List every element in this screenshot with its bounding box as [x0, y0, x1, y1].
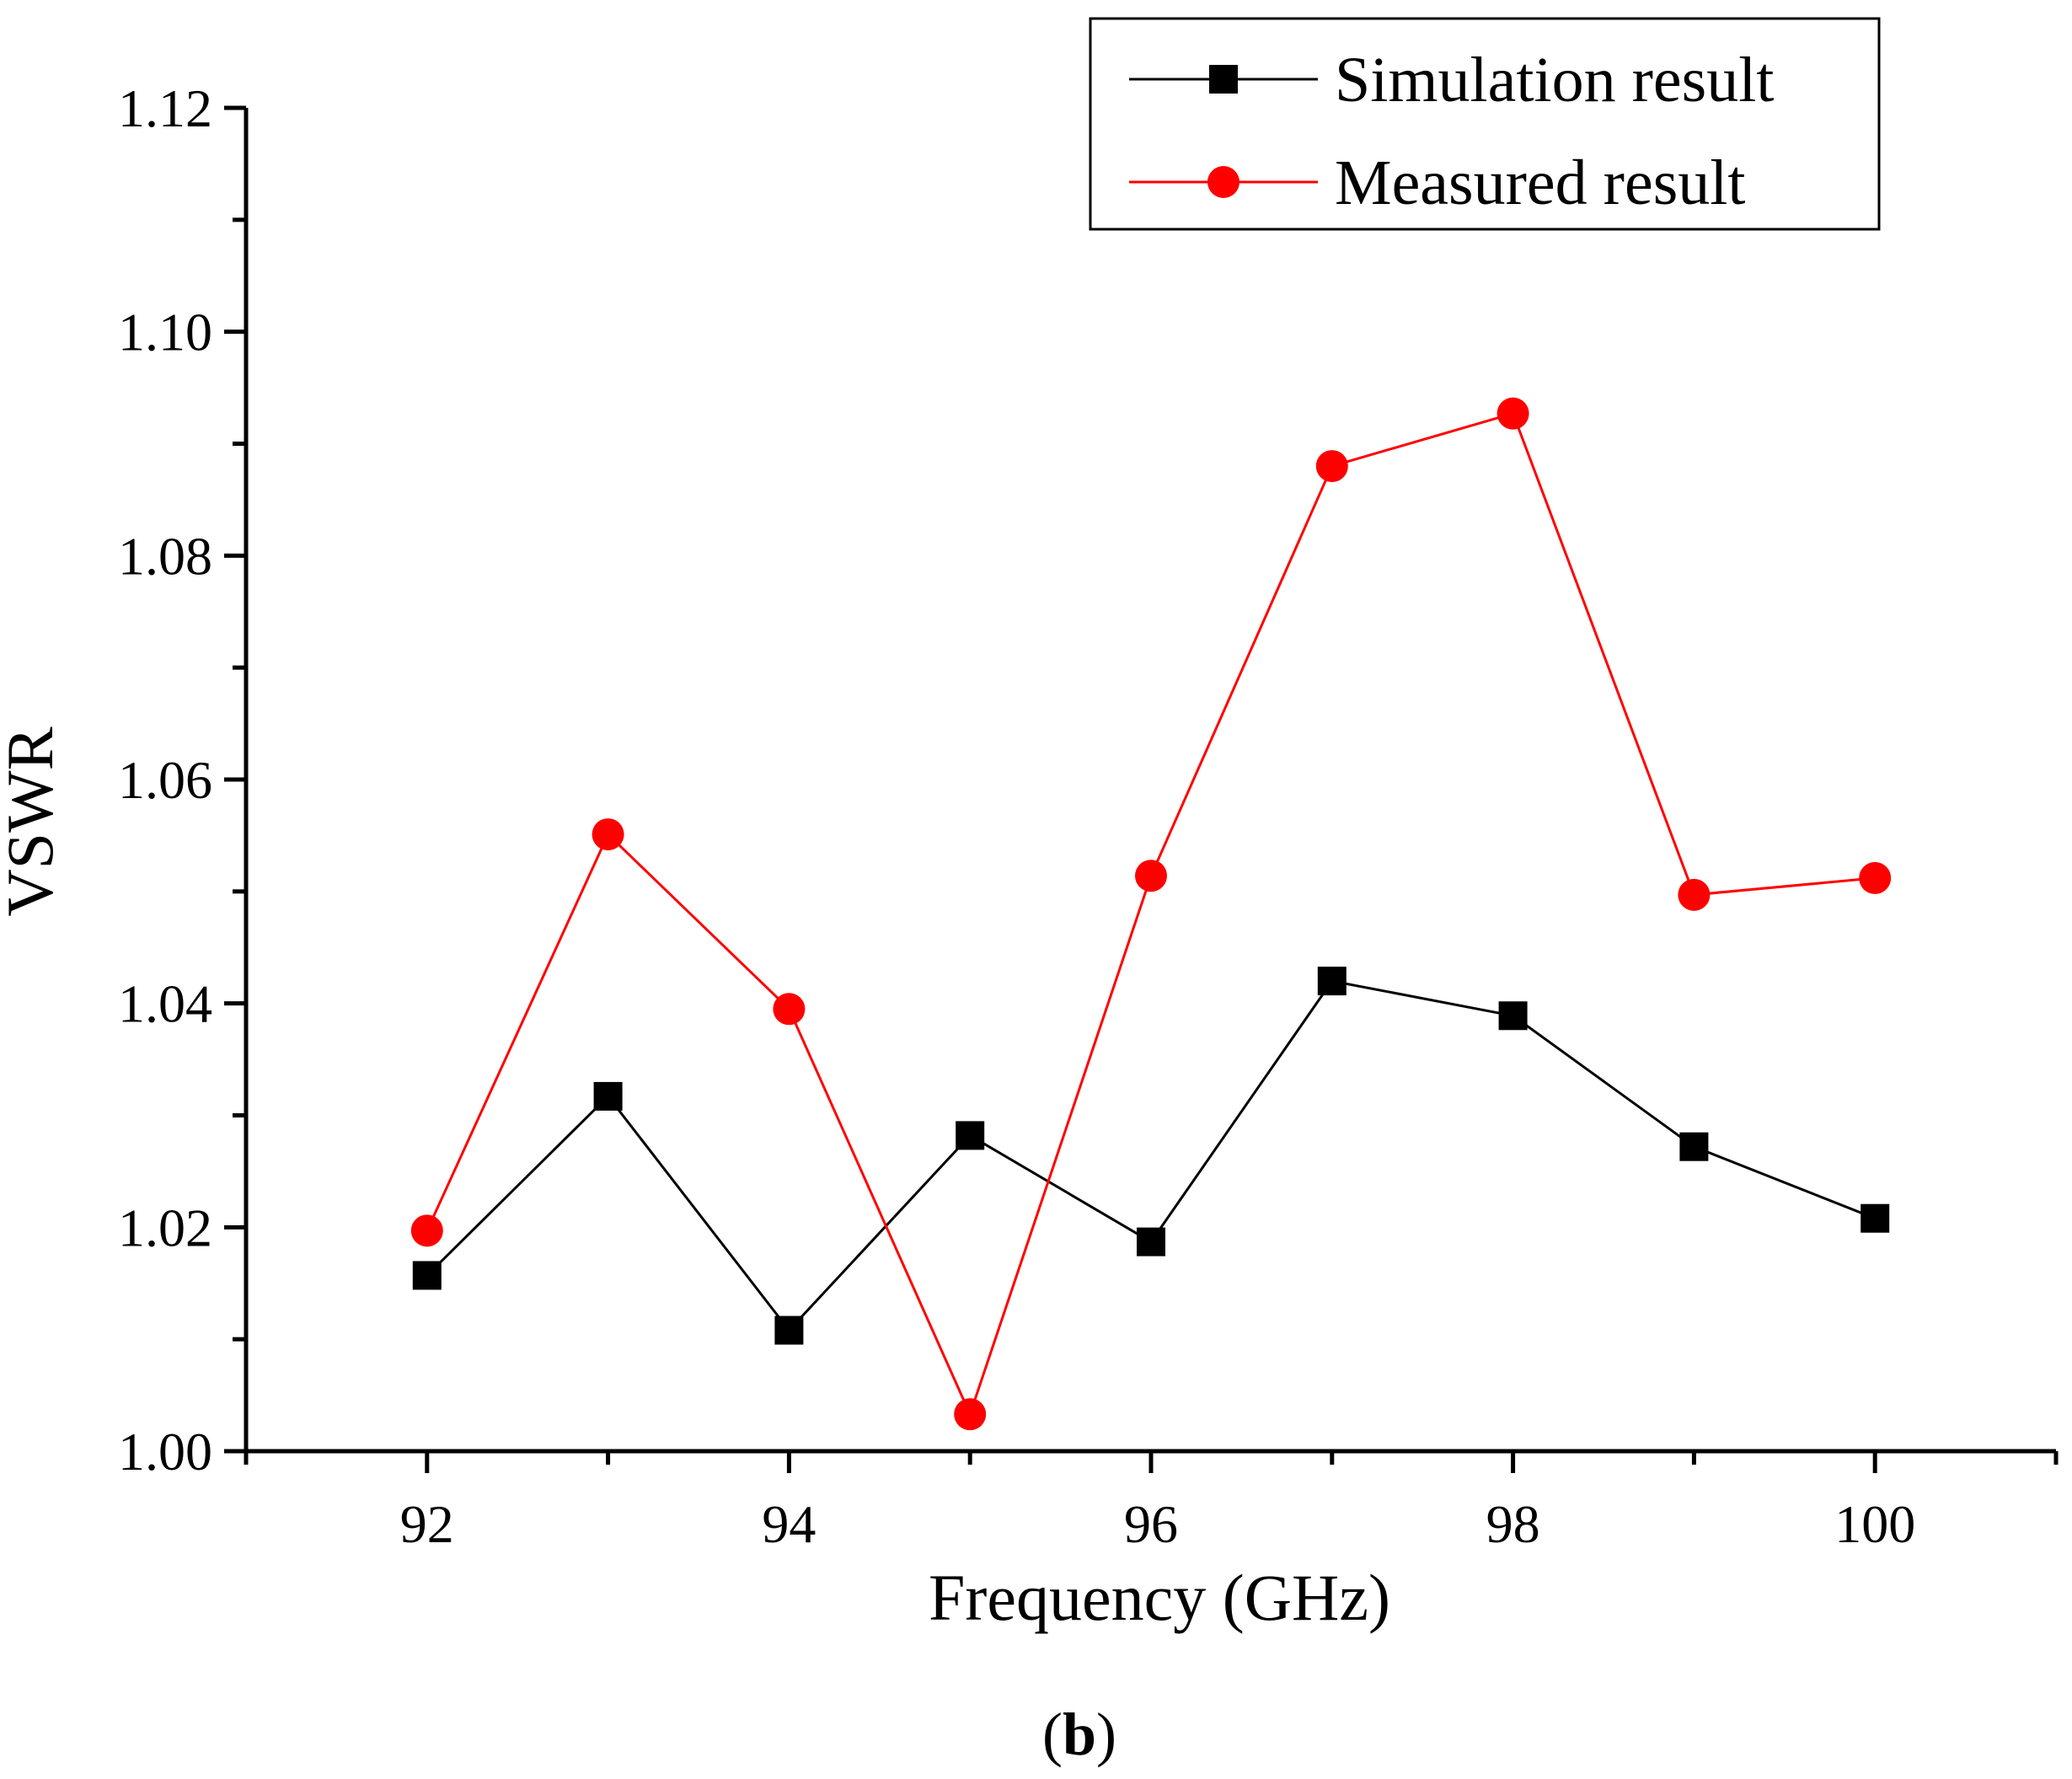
data-point-circle: [1496, 397, 1529, 430]
y-tick-label: 1.02: [118, 1198, 212, 1257]
ticks-layer: 92 94 96 98 100 1.00 1.02 1.04 1.06 1.08 1.10 1.12: [118, 78, 2059, 1554]
data-point-square: [1498, 1001, 1528, 1031]
series-2: [410, 397, 1892, 1431]
legend-entry-2: Measured result: [1129, 147, 1746, 218]
data-point-square: [593, 1081, 623, 1111]
legend-label: Measured result: [1335, 147, 1746, 218]
y-tick-label: 1.00: [118, 1422, 212, 1482]
data-point-square: [412, 1261, 442, 1290]
legend-marker-circle: [1207, 166, 1239, 198]
legend-entry-1: Simulation result: [1129, 45, 1774, 115]
data-point-circle: [592, 818, 624, 851]
data-point-circle: [773, 993, 806, 1026]
x-axis-title: Frequency (GHz): [929, 1561, 1390, 1634]
series-line: [426, 411, 1876, 1418]
data-point-square: [1861, 1203, 1890, 1233]
x-tick-label: 92: [400, 1494, 454, 1554]
panel-label-letter: b: [1063, 1701, 1096, 1768]
data-point-circle: [1678, 878, 1711, 911]
legend-label: Simulation result: [1335, 45, 1774, 115]
x-tick-label: 94: [762, 1494, 816, 1554]
data-point-square: [1679, 1132, 1709, 1161]
data-point-square: [1317, 967, 1347, 996]
legend-entries: Simulation result Measured result: [1129, 45, 1774, 218]
data-point-square: [774, 1315, 804, 1345]
series-1: [412, 967, 1890, 1345]
panel-label-open: (: [1042, 1701, 1063, 1768]
y-tick-label: 1.10: [118, 303, 212, 362]
data-point-circle: [1315, 450, 1348, 483]
data-point-circle: [1135, 860, 1167, 892]
panel-label-close: ): [1096, 1701, 1116, 1768]
y-tick-label: 1.08: [118, 526, 212, 586]
x-tick-label: 98: [1486, 1494, 1540, 1554]
data-point-circle: [1859, 861, 1892, 894]
series-layer: [410, 397, 1892, 1431]
legend: Simulation result Measured result: [1089, 17, 1881, 231]
data-point-square: [1137, 1227, 1165, 1257]
x-tick-label: 96: [1124, 1494, 1178, 1554]
panel-label: (b): [1042, 1701, 1116, 1768]
y-tick-label: 1.12: [118, 78, 212, 138]
series-line: [426, 979, 1876, 1332]
y-tick-label: 1.04: [118, 974, 212, 1034]
legend-marker-square: [1209, 65, 1238, 94]
data-point-circle: [954, 1398, 987, 1431]
data-point-circle: [410, 1214, 443, 1247]
y-tick-label: 1.06: [118, 750, 212, 810]
y-axis-title: VSWR: [0, 726, 67, 916]
data-point-square: [956, 1121, 985, 1150]
x-tick-label: 100: [1834, 1494, 1915, 1554]
